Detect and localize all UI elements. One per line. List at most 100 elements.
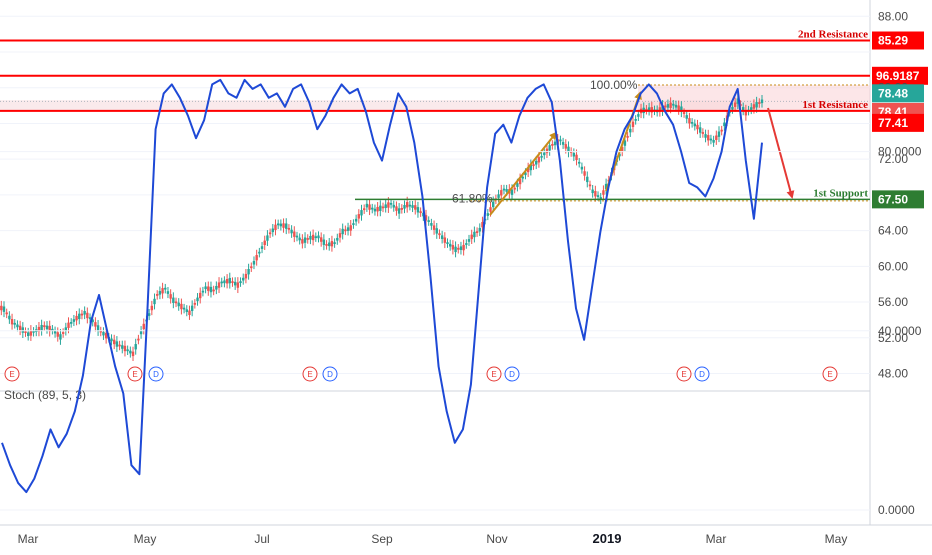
candle-body (631, 121, 635, 128)
candle-body (591, 189, 594, 194)
candle-body (669, 102, 672, 108)
candle-body (147, 313, 151, 316)
time-tick-label: Mar (18, 532, 39, 546)
candle-body (647, 107, 651, 111)
candle-body (64, 327, 68, 331)
candle-body (741, 107, 745, 111)
candle-body (110, 338, 113, 342)
candle-body (303, 237, 307, 243)
candle-body (279, 223, 283, 227)
time-tick-label: Mar (706, 532, 727, 546)
candle-body (182, 307, 186, 310)
candle-body (123, 345, 127, 352)
candle-body (118, 344, 121, 347)
candle-body (524, 172, 527, 176)
candle-body (518, 178, 522, 185)
first-support-label: 1st Support (813, 187, 868, 199)
dividend-event-icon[interactable] (504, 366, 520, 382)
candle-body (594, 191, 597, 197)
candle-body (510, 189, 514, 195)
candle-body (473, 231, 476, 238)
earnings-event-icon[interactable] (302, 366, 318, 382)
earnings-event-icon[interactable] (822, 366, 838, 382)
time-axis: Mar May Jul Sep Nov 2019 Mar May (18, 531, 848, 546)
candle-body (225, 278, 229, 284)
candle-body (72, 319, 76, 322)
dividend-event-icon[interactable] (322, 366, 338, 382)
candle-body (2, 306, 6, 312)
candle-body (51, 328, 54, 331)
candles (0, 93, 764, 361)
time-tick-label: Sep (371, 532, 393, 546)
candle-body (427, 220, 430, 222)
candle-body (596, 195, 600, 197)
candle-body (96, 325, 100, 331)
candle-body (392, 204, 395, 208)
candle-body (758, 102, 761, 104)
candle-body (371, 207, 374, 210)
candle-body (481, 221, 484, 228)
candle-body (704, 134, 707, 138)
candle-body (478, 227, 481, 232)
candle-body (588, 184, 592, 187)
candle-body (733, 102, 737, 107)
candle-body (317, 235, 320, 239)
candle-body (451, 245, 455, 250)
candle-body (532, 164, 535, 167)
candle-body (314, 236, 318, 239)
candle-body (629, 128, 632, 133)
candle-body (575, 154, 578, 161)
candle-body (755, 102, 758, 108)
candle-body (48, 325, 51, 332)
candle-body (752, 104, 756, 109)
candle-body (586, 176, 589, 183)
first-resistance-label: 1st Resistance (802, 99, 868, 111)
earnings-event-icon[interactable] (676, 366, 692, 382)
candle-body (567, 146, 570, 153)
candle-body (602, 190, 605, 195)
candle-body (43, 325, 46, 328)
earnings-event-icon[interactable] (486, 366, 502, 382)
candle-body (666, 104, 670, 108)
candle-body (658, 107, 662, 112)
candle-body (529, 164, 533, 171)
dividend-event-icon[interactable] (148, 366, 164, 382)
candle-body (169, 294, 172, 299)
last-price-badge: 78.48 (878, 86, 908, 100)
candle-body (709, 138, 713, 141)
earnings-event-icon[interactable] (127, 366, 143, 382)
candle-body (693, 123, 697, 127)
candle-body (346, 227, 350, 231)
candle-body (368, 204, 371, 210)
candle-body (500, 190, 503, 196)
candle-body (252, 260, 256, 265)
candle-body (193, 302, 197, 305)
candle-body (29, 330, 33, 336)
candle-body (462, 244, 465, 251)
candle-body (341, 228, 344, 235)
candle-body (559, 139, 562, 142)
candle-body (599, 197, 602, 200)
candle-body (736, 98, 740, 104)
candle-body (10, 319, 14, 325)
candle-body (446, 242, 449, 245)
candle-body (325, 244, 328, 246)
stoch-title: Stoch (89, 5, 3) (4, 388, 86, 402)
dividend-event-icon[interactable] (694, 366, 710, 382)
candle-body (53, 330, 57, 334)
candle-body (357, 214, 361, 219)
candle-body (217, 282, 221, 288)
candle-body (381, 206, 385, 209)
candle-body (405, 202, 409, 208)
candle-body (707, 135, 710, 141)
fib-100-label: 100.00% (590, 78, 638, 92)
price-tick-label: 88.00 (878, 9, 908, 23)
candle-body (113, 339, 116, 345)
candle-body (387, 202, 390, 208)
candle-body (247, 269, 250, 275)
earnings-event-icon[interactable] (4, 366, 20, 382)
